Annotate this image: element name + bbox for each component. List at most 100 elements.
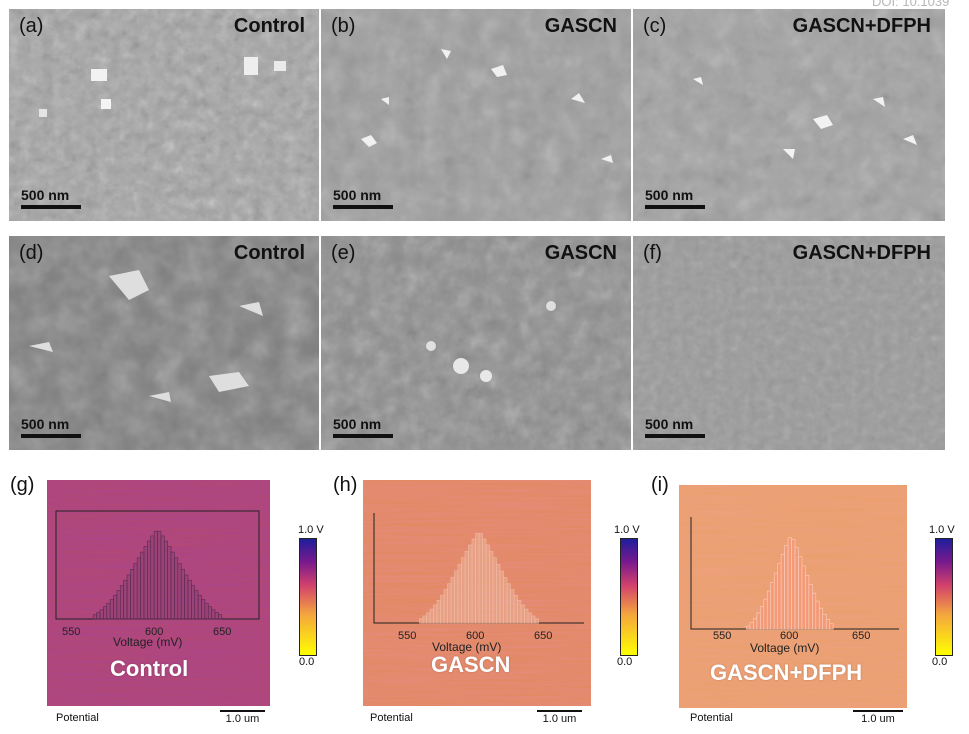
sem-texture xyxy=(633,236,945,450)
histogram-bar xyxy=(450,577,455,624)
sample-label: Control xyxy=(110,656,189,681)
histogram-bar xyxy=(520,604,525,624)
histogram-bar xyxy=(773,572,778,630)
colorbar-max-label: 1.0 V xyxy=(614,524,640,536)
histogram-bar xyxy=(766,590,772,630)
scale-bar: 500 nm xyxy=(21,187,81,209)
panel-title: GASCN xyxy=(544,242,617,264)
histogram-bar xyxy=(197,594,202,620)
sem-panel-f: (f) GASCN+DFPH 500 nm xyxy=(633,236,945,450)
x-tick-label: 550 xyxy=(398,630,417,642)
histogram-bar xyxy=(433,604,438,624)
panel-letter: (f) xyxy=(643,242,662,264)
scale-bar: 500 nm xyxy=(21,416,81,438)
histogram-bar xyxy=(496,564,501,624)
histogram-bar xyxy=(815,600,820,630)
histogram-bar xyxy=(187,580,192,620)
histogram-bar xyxy=(461,557,466,624)
histogram-bar xyxy=(527,612,532,624)
histogram-bar xyxy=(426,612,431,624)
histogram-bar xyxy=(99,609,104,620)
histogram-bar xyxy=(756,612,761,630)
histogram-bar xyxy=(457,564,462,624)
histogram-inset-i xyxy=(690,516,900,630)
sem-texture xyxy=(9,236,319,450)
histogram-bar xyxy=(760,606,765,630)
sem-texture xyxy=(321,9,631,221)
histogram-bar xyxy=(140,551,145,620)
histogram-inset-g xyxy=(55,510,260,620)
histogram-bar xyxy=(96,612,101,620)
potential-label: Potential xyxy=(56,712,99,724)
potential-label: Potential xyxy=(370,712,413,724)
panel-letter: (b) xyxy=(331,15,356,37)
histogram-svg xyxy=(373,513,584,624)
histogram-bar xyxy=(160,535,165,620)
histogram-bar xyxy=(106,602,111,620)
histogram-bar xyxy=(103,606,108,620)
inset-axis xyxy=(55,510,260,620)
histogram-bar xyxy=(524,608,529,624)
histogram-bar xyxy=(116,590,121,620)
histogram-bar xyxy=(492,557,497,624)
histogram-bar xyxy=(201,599,206,620)
panel-letter: (e) xyxy=(331,242,356,264)
scale-bar: 1.0 um xyxy=(537,710,582,725)
histogram-bar xyxy=(136,557,141,620)
histogram-bar xyxy=(513,594,518,624)
histogram-bar xyxy=(447,583,452,624)
histogram-bar xyxy=(818,607,824,630)
histogram-svg xyxy=(690,517,899,630)
kpfm-texture xyxy=(47,480,270,706)
histogram-svg xyxy=(55,510,260,620)
histogram-bar xyxy=(825,619,830,630)
x-tick-label: 650 xyxy=(534,630,553,642)
colorbar-min-label: 0.0 xyxy=(617,656,633,668)
histogram-bar xyxy=(822,614,827,630)
histogram-bar xyxy=(113,594,118,620)
panel-letter-h: (h) xyxy=(333,474,358,496)
histogram-bar xyxy=(126,574,131,620)
histogram-bar xyxy=(510,589,515,624)
sem-panel-b: (b) GASCN 500 nm xyxy=(321,9,631,221)
colorbar xyxy=(620,538,638,656)
histogram-bar xyxy=(109,599,114,620)
colorbar xyxy=(935,538,953,656)
histogram-bar xyxy=(475,533,480,624)
histogram-bar xyxy=(464,550,469,624)
histogram-bar xyxy=(787,537,792,630)
histogram-bar xyxy=(194,590,199,620)
histogram-bar xyxy=(422,615,427,624)
histogram-bar xyxy=(482,538,487,624)
panel-title: Control xyxy=(233,15,305,37)
scale-bar: 500 nm xyxy=(333,416,393,438)
histogram-bar xyxy=(770,581,775,630)
histogram-bar xyxy=(180,569,185,620)
histogram-bar xyxy=(436,600,441,624)
histogram-bar xyxy=(153,530,158,620)
histogram-bar xyxy=(167,546,172,620)
panel-title: GASCN+DFPH xyxy=(792,242,931,264)
colorbar xyxy=(299,538,317,656)
histogram-bar xyxy=(791,539,796,630)
panel-letter-i: (i) xyxy=(651,474,669,496)
histogram-bar xyxy=(174,557,179,620)
sem-texture xyxy=(9,9,319,221)
colorbar-max-label: 1.0 V xyxy=(929,524,955,536)
x-tick-label: 600 xyxy=(145,626,164,638)
scale-bar: 500 nm xyxy=(645,187,705,209)
histogram-bar xyxy=(211,609,216,620)
histogram-bar xyxy=(147,540,152,620)
colorbar-min-label: 0.0 xyxy=(299,656,315,668)
kpfm-map-h xyxy=(363,480,591,706)
histogram-bar xyxy=(499,570,504,624)
scale-bar: 500 nm xyxy=(645,416,705,438)
scale-bar: 1.0 um xyxy=(853,710,903,725)
sample-label: GASCN xyxy=(431,652,511,677)
panel-title: GASCN xyxy=(544,15,617,37)
x-tick-label: 650 xyxy=(852,630,871,642)
panel-letter: (a) xyxy=(19,15,44,37)
histogram-bar xyxy=(471,538,476,624)
scale-bar: 500 nm xyxy=(333,187,393,209)
histogram-bar xyxy=(170,551,175,620)
